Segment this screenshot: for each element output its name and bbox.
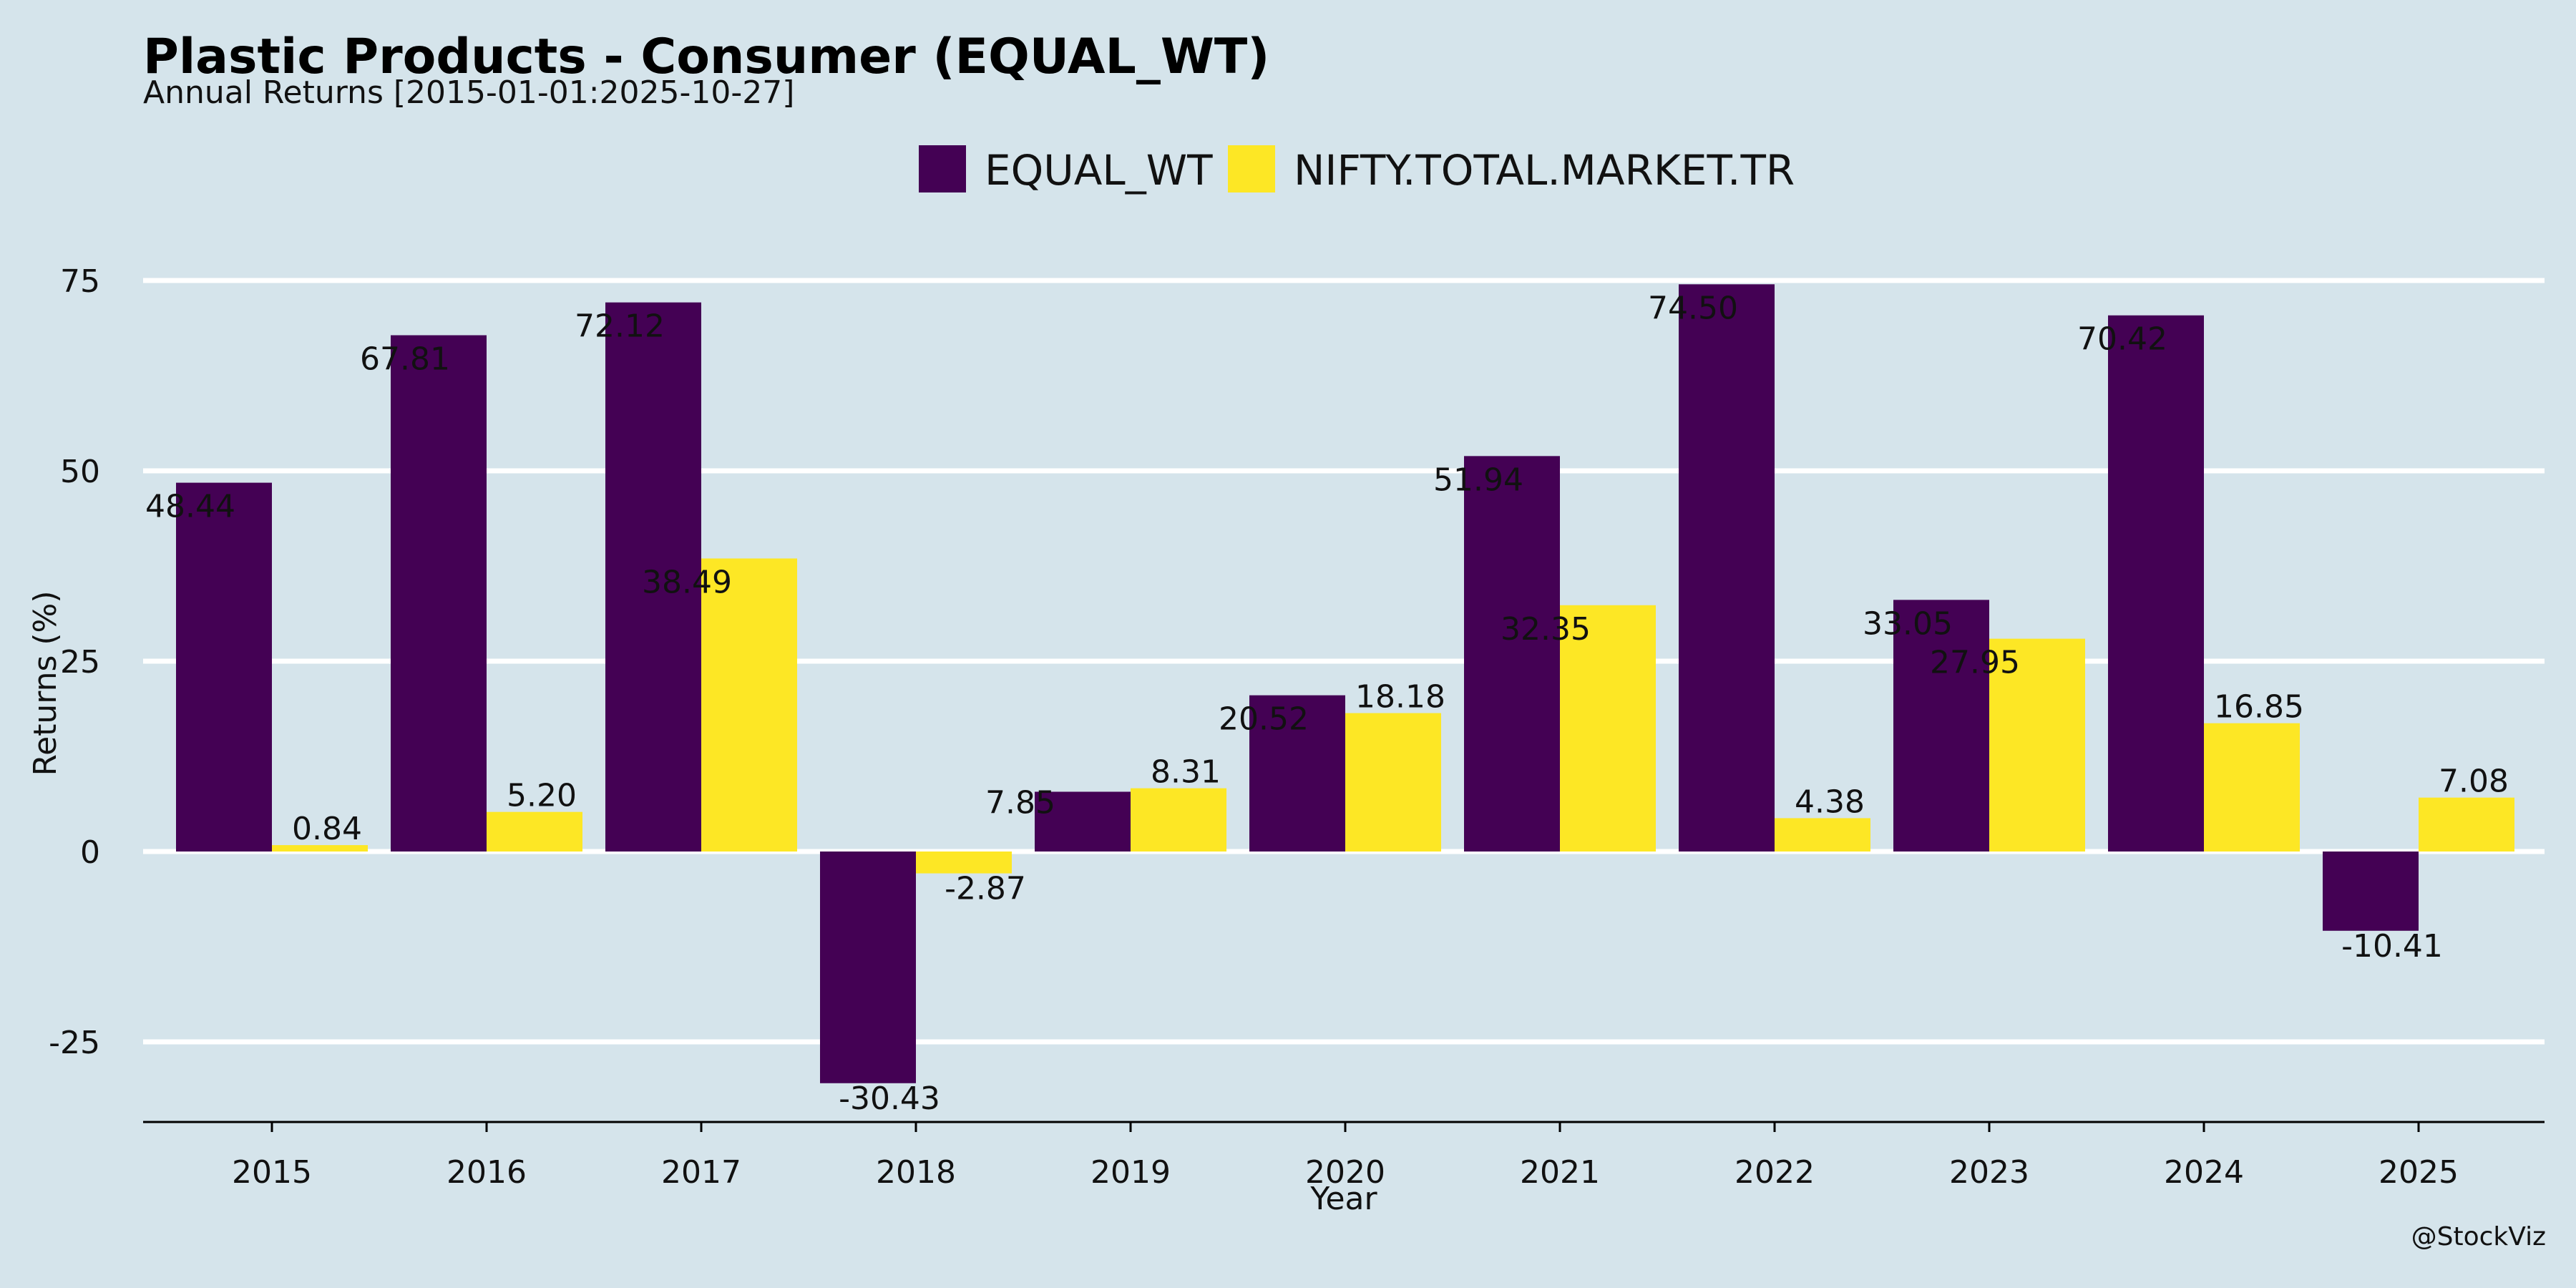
x-axis: 2015 2016 2017 2018 2019 2020 2021 2022 2023 2024…: [143, 1121, 2545, 1191]
data-labels: 48.44 0.84 67.81 5.20 72.12 38.49 -30.43 -2.87 7…: [145, 290, 2509, 1116]
data-label: 72.12: [575, 308, 665, 345]
bar-equal-wt: [2323, 852, 2419, 931]
data-label: -2.87: [945, 871, 1026, 907]
x-tick-label: 2023: [1949, 1154, 2029, 1191]
data-label: 7.08: [2439, 763, 2509, 800]
data-label: 27.95: [1930, 645, 2020, 681]
bar-equal-wt: [1893, 600, 1989, 852]
bar-equal-wt: [1464, 456, 1560, 852]
bar-equal-wt: [1249, 695, 1345, 852]
y-axis: -25 0 25 50 75: [49, 263, 100, 1061]
x-tick-label: 2025: [2379, 1154, 2459, 1191]
bar-equal-wt: [605, 302, 701, 852]
data-label: 74.50: [1648, 290, 1738, 326]
x-axis-title: Year: [1309, 1181, 1377, 1217]
bars: [176, 284, 2514, 1083]
bar-nifty-total-market-tr: [2204, 723, 2300, 852]
bar-nifty-total-market-tr: [2419, 797, 2514, 852]
data-label: 0.84: [292, 811, 362, 847]
legend-label: NIFTY.TOTAL.MARKET.TR: [1294, 146, 1795, 195]
x-tick-label: 2016: [447, 1154, 527, 1191]
bar-equal-wt: [1035, 791, 1131, 852]
data-label: -30.43: [839, 1080, 940, 1117]
legend-swatch: [919, 145, 966, 192]
legend: EQUAL_WT NIFTY.TOTAL.MARKET.TR: [919, 145, 1795, 195]
x-tick-label: 2022: [1735, 1154, 1815, 1191]
credit-label: @StockViz: [2411, 1222, 2546, 1252]
bar-equal-wt: [176, 482, 272, 852]
y-axis-title: Returns (%): [27, 590, 64, 776]
data-label: 18.18: [1355, 679, 1445, 716]
chart-subtitle: Annual Returns [2015-01-01:2025-10-27]: [143, 74, 795, 111]
y-tick-label: -25: [49, 1025, 100, 1061]
bar-nifty-total-market-tr: [1560, 605, 1656, 852]
y-tick-label: 0: [80, 834, 100, 871]
data-label: 16.85: [2214, 689, 2304, 726]
data-label: 5.20: [507, 778, 577, 814]
data-label: 70.42: [2077, 321, 2167, 358]
bar-nifty-total-market-tr: [1989, 638, 2085, 852]
data-label: 20.52: [1219, 701, 1309, 738]
data-label: 51.94: [1433, 462, 1523, 498]
chart-title: Plastic Products - Consumer (EQUAL_WT): [143, 29, 1270, 85]
data-label: 7.85: [985, 784, 1055, 821]
y-tick-label: 25: [60, 644, 100, 680]
data-label: 38.49: [642, 564, 732, 600]
data-label: 67.81: [360, 341, 450, 378]
x-tick-label: 2018: [876, 1154, 956, 1191]
data-label: -10.41: [2341, 928, 2443, 965]
data-label: 32.35: [1501, 611, 1591, 648]
x-tick-label: 2021: [1520, 1154, 1600, 1191]
legend-label: EQUAL_WT: [985, 146, 1213, 195]
bar-nifty-total-market-tr: [1131, 788, 1226, 852]
bar-equal-wt: [2108, 315, 2204, 852]
data-label: 48.44: [145, 489, 235, 525]
x-tick-label: 2024: [2164, 1154, 2244, 1191]
bar-nifty-total-market-tr: [701, 558, 797, 852]
y-tick-label: 75: [60, 263, 100, 300]
data-label: 33.05: [1863, 605, 1953, 642]
bar-nifty-total-market-tr: [272, 845, 368, 852]
bar-nifty-total-market-tr: [1775, 818, 1870, 852]
bar-equal-wt: [391, 335, 487, 852]
x-tick-label: 2015: [232, 1154, 312, 1191]
bar-nifty-total-market-tr: [1345, 713, 1441, 852]
bar-equal-wt: [1679, 284, 1775, 852]
bar-nifty-total-market-tr: [487, 811, 582, 852]
bar-equal-wt: [820, 852, 916, 1083]
data-label: 8.31: [1151, 754, 1221, 791]
x-tick-label: 2020: [1305, 1154, 1385, 1191]
bar-nifty-total-market-tr: [916, 852, 1012, 874]
y-tick-label: 50: [60, 454, 100, 490]
x-tick-label: 2017: [661, 1154, 741, 1191]
data-label: 4.38: [1795, 784, 1865, 820]
x-tick-label: 2019: [1091, 1154, 1171, 1191]
legend-swatch: [1228, 145, 1275, 192]
